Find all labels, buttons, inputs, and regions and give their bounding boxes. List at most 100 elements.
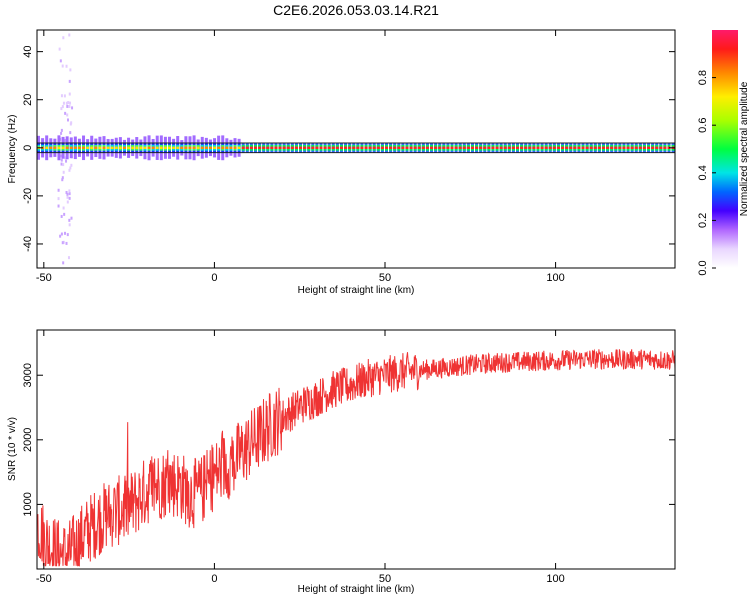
ridge-core <box>434 146 438 149</box>
spectral-speck <box>66 200 69 204</box>
colorbar-ticks: 0.0 0.2 0.4 0.6 0.8 <box>697 70 716 276</box>
ridge-core <box>233 146 237 149</box>
ridge-core <box>606 146 610 149</box>
ridge-core <box>217 146 221 149</box>
ridge-core <box>204 146 208 149</box>
spectral-speck <box>68 218 71 222</box>
ridge-core <box>253 146 257 149</box>
spectral-speck <box>62 163 65 167</box>
ridge-core <box>589 146 593 149</box>
ridge-core <box>401 146 405 149</box>
ridge-core <box>118 146 122 149</box>
ridge-core <box>69 146 73 149</box>
colorbar-tick-label: 0.0 <box>697 260 709 275</box>
spectral-speck <box>70 121 73 125</box>
y-tick-label: -40 <box>22 236 34 252</box>
spectral-speck <box>60 107 63 111</box>
ridge-core <box>397 146 401 149</box>
spectral-speck <box>61 178 64 182</box>
top-x-axis: -50 0 50 100 <box>36 30 565 284</box>
ridge-core <box>245 146 249 149</box>
spectral-speck <box>69 131 72 135</box>
spectral-speck <box>65 190 68 194</box>
spectral-speck <box>63 212 66 216</box>
ridge-core <box>331 146 335 149</box>
ridge-core <box>286 146 290 149</box>
spectral-speck <box>68 104 71 108</box>
ridge-core <box>352 146 356 149</box>
ridge-core <box>90 146 94 149</box>
ridge-core <box>610 146 614 149</box>
spectral-speck <box>64 156 67 160</box>
bottom-y-axis-label: SNR (10 * v/v) <box>7 417 18 481</box>
ridge-core <box>499 146 503 149</box>
ridge-core <box>577 146 581 149</box>
spectral-speck <box>60 162 63 166</box>
ridge-core <box>147 146 151 149</box>
ridge-core <box>86 146 90 149</box>
ridge-core <box>57 146 61 149</box>
spectral-speck <box>66 195 69 199</box>
colorbar-tick-label: 0.6 <box>697 118 709 133</box>
x-tick-label: 50 <box>379 573 391 585</box>
spectral-speck <box>61 105 64 109</box>
snr-series-line <box>37 348 675 567</box>
spectral-speck <box>64 138 67 142</box>
y-tick-label: 3000 <box>22 363 34 387</box>
ridge-core <box>249 146 253 149</box>
spectral-speck <box>69 101 72 105</box>
ridge-core <box>380 146 384 149</box>
ridge-core <box>192 146 196 149</box>
ridge-core <box>413 146 417 149</box>
x-tick-label: -50 <box>36 573 52 585</box>
ridge-core <box>299 146 303 149</box>
colorbar-label: Normalized spectral amplitude <box>739 81 750 216</box>
spectrogram-plot-area <box>37 30 675 268</box>
spectral-speck <box>71 106 74 110</box>
ridge-core <box>364 146 368 149</box>
spectral-speck <box>66 192 69 196</box>
ridge-core <box>544 146 548 149</box>
spectral-speck <box>68 92 71 96</box>
ridge-core <box>208 146 212 149</box>
snr-plot-area <box>37 330 675 569</box>
ridge-core <box>462 146 466 149</box>
ridge-core <box>65 146 69 149</box>
ridge-core <box>266 146 270 149</box>
x-tick-label: 50 <box>379 272 391 284</box>
ridge-core <box>389 146 393 149</box>
spectral-speck <box>60 131 63 135</box>
spectral-speck <box>57 188 60 192</box>
spectral-speck <box>66 233 69 237</box>
ridge-core <box>642 146 646 149</box>
spectral-speck <box>70 163 73 167</box>
spectral-speck <box>65 64 68 68</box>
spectrogram-panel: -50 0 50 100 -40 -20 0 20 40 Height of straight… <box>7 29 676 296</box>
spectral-speck <box>67 256 70 260</box>
spectral-speck <box>61 241 64 245</box>
spectral-speck <box>64 111 67 115</box>
ridge-core <box>565 146 569 149</box>
ridge-core <box>442 146 446 149</box>
spectral-speck <box>62 261 65 265</box>
y-tick-label: 2000 <box>22 428 34 452</box>
spectral-speck <box>60 158 63 162</box>
ridge-core <box>237 146 241 149</box>
ridge-core <box>82 146 86 149</box>
ridge-core <box>552 146 556 149</box>
ridge-core <box>106 146 110 149</box>
spectral-speck <box>60 232 63 236</box>
ridge-core <box>282 146 286 149</box>
ridge-core <box>163 146 167 149</box>
x-tick-label: 100 <box>546 272 564 284</box>
spectral-speck <box>70 216 73 220</box>
ridge-core <box>421 146 425 149</box>
heat-layer <box>37 33 675 265</box>
ridge-core <box>176 146 180 149</box>
spectral-speck <box>69 68 72 72</box>
bottom-x-axis: -50 0 50 100 <box>36 330 565 585</box>
ridge-core <box>663 146 667 149</box>
ridge-core <box>143 146 147 149</box>
ridge-core <box>323 146 327 149</box>
ridge-core <box>511 146 515 149</box>
